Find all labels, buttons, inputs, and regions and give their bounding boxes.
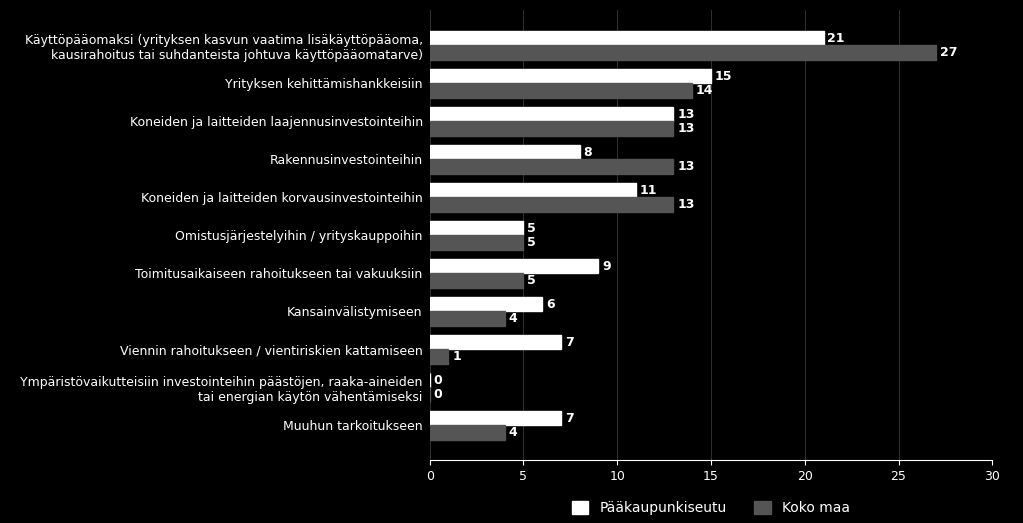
Text: 13: 13	[677, 160, 695, 173]
Text: 5: 5	[527, 222, 536, 235]
Bar	[430, 31, 824, 46]
Text: 5: 5	[527, 236, 536, 249]
Bar	[430, 183, 636, 197]
Bar	[430, 121, 673, 136]
Text: 7: 7	[565, 412, 574, 425]
Text: 14: 14	[696, 84, 713, 97]
Bar	[430, 221, 524, 235]
Text: 15: 15	[715, 70, 732, 83]
Text: 13: 13	[677, 198, 695, 211]
Text: 7: 7	[565, 336, 574, 349]
Bar	[430, 69, 711, 83]
Bar	[430, 46, 936, 60]
Text: 6: 6	[546, 298, 554, 311]
Bar	[430, 259, 598, 274]
Text: 4: 4	[508, 426, 518, 439]
Text: 0: 0	[434, 388, 442, 401]
Text: 27: 27	[940, 46, 958, 59]
Text: 8: 8	[583, 145, 592, 158]
Bar	[430, 107, 673, 121]
Bar	[430, 297, 542, 311]
Text: 5: 5	[527, 274, 536, 287]
Text: 11: 11	[639, 184, 657, 197]
Bar	[430, 145, 580, 160]
Bar	[430, 349, 448, 364]
Text: 1: 1	[452, 350, 461, 363]
Text: 13: 13	[677, 108, 695, 121]
Text: 9: 9	[603, 259, 611, 272]
Bar	[430, 197, 673, 212]
Bar	[430, 235, 524, 250]
Text: 4: 4	[508, 312, 518, 325]
Text: 21: 21	[828, 31, 845, 44]
Bar	[430, 425, 504, 440]
Bar	[430, 160, 673, 174]
Bar	[430, 411, 561, 425]
Text: 13: 13	[677, 122, 695, 135]
Bar	[430, 335, 561, 349]
Legend: Pääkaupunkiseutu, Koko maa: Pääkaupunkiseutu, Koko maa	[566, 496, 856, 521]
Bar	[430, 311, 504, 326]
Bar	[430, 83, 693, 98]
Text: 0: 0	[434, 373, 442, 386]
Bar	[430, 274, 524, 288]
